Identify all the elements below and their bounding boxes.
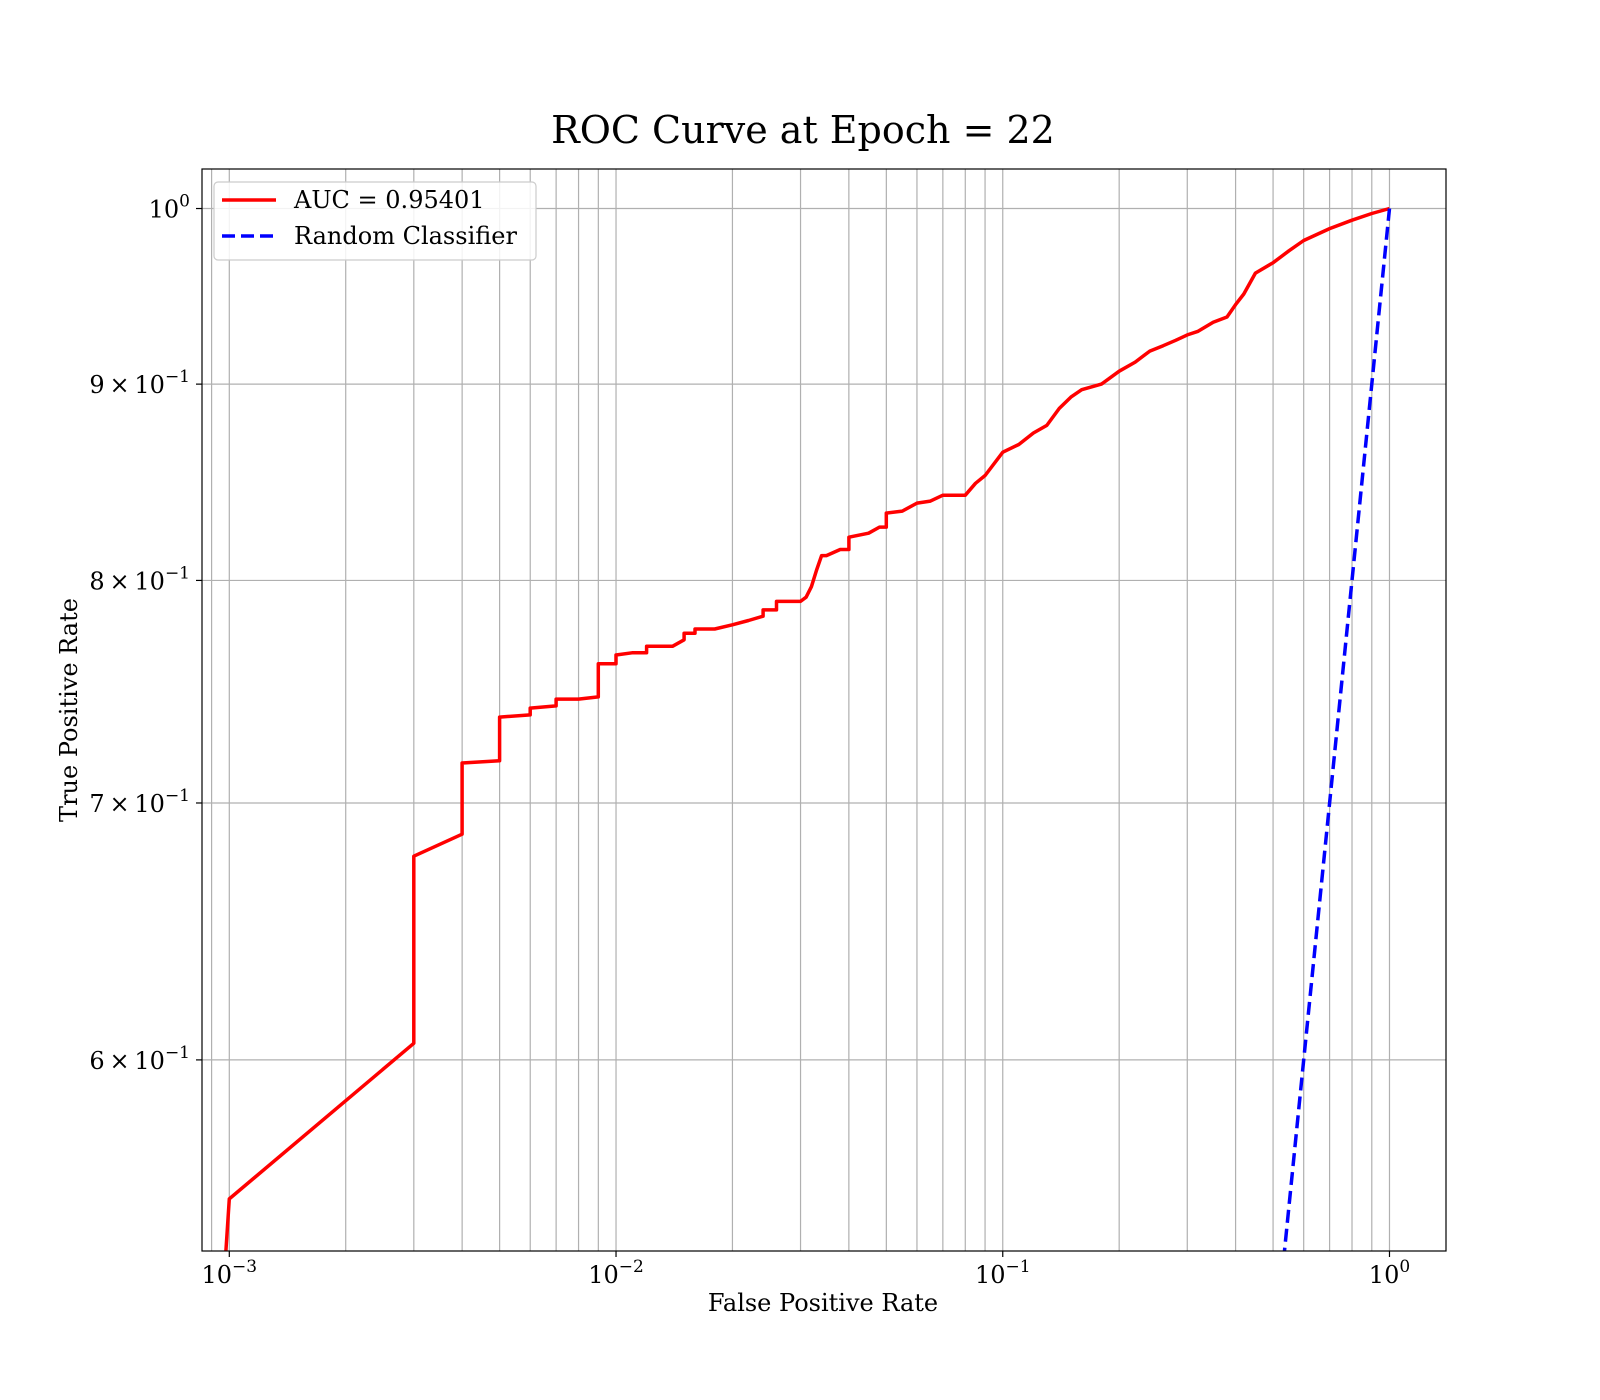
x-tick-label: 10−1 <box>975 1257 1031 1289</box>
y-tick-label: 9 × 10−1 <box>89 367 190 399</box>
legend-label-random: Random Classifier <box>294 222 517 250</box>
roc-curve-line <box>224 206 1390 1251</box>
y-tick-label: 100 <box>149 192 190 224</box>
y-axis-ticks: 6 × 10−1 7 × 10−1 8 × 10−1 9 × 10−1 100 <box>89 192 202 1075</box>
y-axis-label: True Positive Rate <box>55 598 83 822</box>
legend-label-auc: AUC = 0.95401 <box>293 186 485 214</box>
x-tick-label: 100 <box>1369 1257 1410 1289</box>
chart-title: ROC Curve at Epoch = 22 <box>551 108 1055 152</box>
plot-frame <box>201 168 1447 1252</box>
random-classifier-line <box>1282 208 1392 1251</box>
y-tick-label: 8 × 10−1 <box>89 563 190 595</box>
x-tick-label: 10−3 <box>201 1257 257 1289</box>
legend-box <box>213 181 537 261</box>
x-tick-label: 10−2 <box>588 1257 644 1289</box>
x-axis-ticks: 10−3 10−2 10−1 100 <box>201 1251 1410 1289</box>
y-tick-label: 7 × 10−1 <box>89 786 190 818</box>
legend: AUC = 0.95401 Random Classifier <box>213 181 537 261</box>
series-layer <box>224 206 1392 1251</box>
x-axis-label: False Positive Rate <box>708 1289 938 1317</box>
grid <box>202 169 1446 1251</box>
y-tick-label: 6 × 10−1 <box>89 1043 190 1075</box>
